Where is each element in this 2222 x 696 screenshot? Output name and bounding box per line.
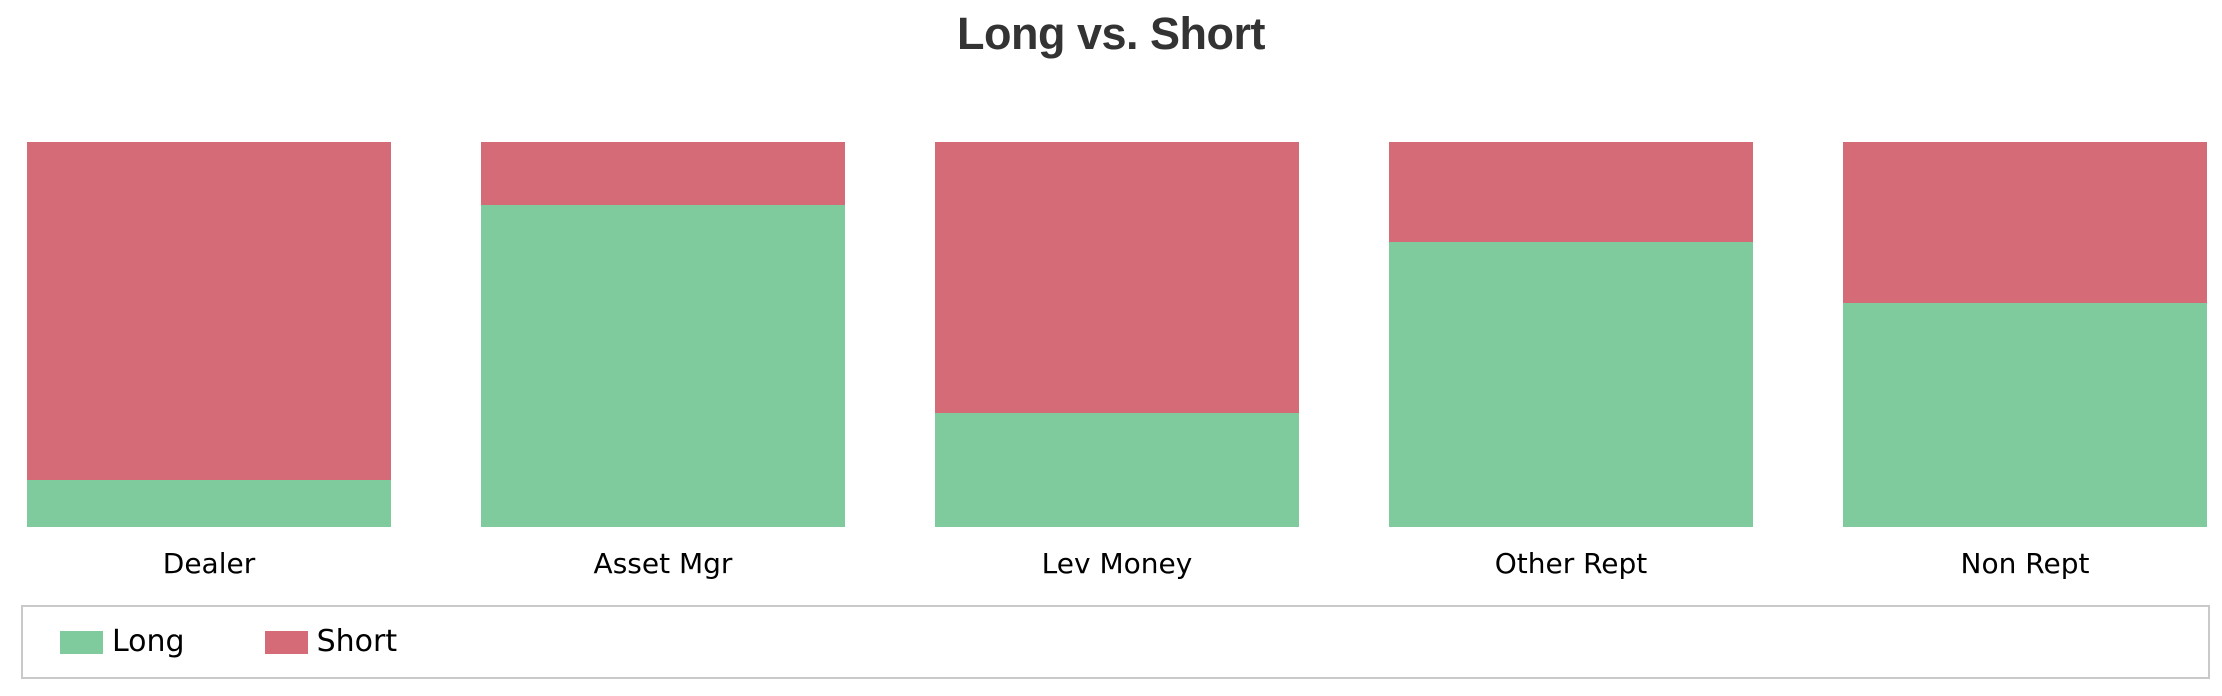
category-label-non-rept: Non Rept xyxy=(1960,547,2090,580)
bar-segment-long-lev-money xyxy=(935,413,1299,527)
bar-segment-short-other-rept xyxy=(1389,142,1753,243)
legend-box: Long Short xyxy=(21,605,2210,679)
legend-label-short: Short xyxy=(316,624,398,659)
legend-swatch-short xyxy=(264,630,308,654)
legend-item-long: Long xyxy=(60,626,185,658)
bar-segment-long-dealer xyxy=(27,480,391,527)
bar-group-non-rept: Non Rept xyxy=(1843,142,2207,579)
bar-segment-short-non-rept xyxy=(1843,142,2207,303)
category-label-dealer: Dealer xyxy=(162,547,256,580)
bar-group-asset-mgr: Asset Mgr xyxy=(481,142,845,579)
bar-segment-short-asset-mgr xyxy=(481,142,845,206)
category-label-lev-money: Lev Money xyxy=(1041,547,1193,580)
plot-area: Dealer Asset Mgr Lev Money Other Rept Non Re… xyxy=(27,142,2208,579)
bar-group-lev-money: Lev Money xyxy=(935,142,1299,579)
bar-segment-long-asset-mgr xyxy=(481,205,845,527)
category-label-other-rept: Other Rept xyxy=(1494,547,1648,580)
bar-segment-short-lev-money xyxy=(935,142,1299,414)
bar-segment-long-other-rept xyxy=(1389,242,1753,527)
bar-segment-short-dealer xyxy=(27,142,391,481)
legend-item-short: Short xyxy=(264,624,398,659)
bar-group-other-rept: Other Rept xyxy=(1389,142,1753,579)
legend-label-long: Long xyxy=(112,624,185,659)
category-label-asset-mgr: Asset Mgr xyxy=(593,547,733,580)
legend-swatch-long xyxy=(60,630,103,654)
bar-segment-long-non-rept xyxy=(1843,302,2207,527)
chart-title: Long vs. Short xyxy=(957,8,1266,59)
bar-group-dealer: Dealer xyxy=(27,142,391,579)
